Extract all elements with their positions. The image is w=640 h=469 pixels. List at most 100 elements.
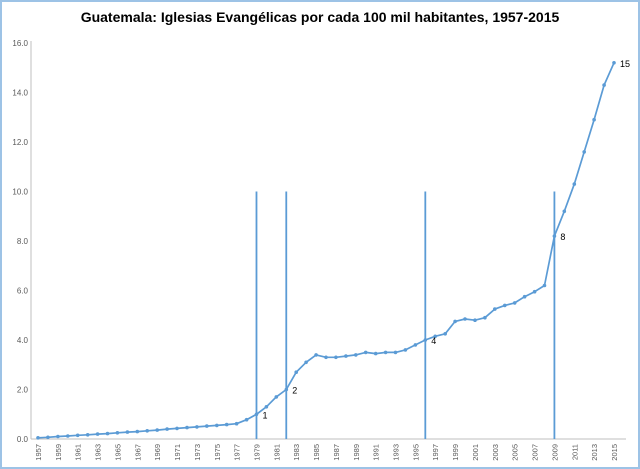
data-point bbox=[602, 83, 606, 87]
x-tick-label: 2011 bbox=[570, 444, 579, 460]
data-point bbox=[582, 150, 586, 154]
y-tick-label: 14.0 bbox=[12, 89, 28, 98]
data-point bbox=[572, 182, 577, 186]
point-label: 1 bbox=[262, 410, 267, 420]
data-point bbox=[244, 417, 249, 422]
series-line bbox=[37, 61, 615, 439]
x-tick-label: 1993 bbox=[392, 444, 401, 461]
data-point bbox=[314, 353, 318, 357]
point-label: 4 bbox=[431, 336, 436, 346]
data-point bbox=[215, 423, 219, 428]
data-point bbox=[175, 426, 179, 431]
data-point bbox=[612, 61, 616, 65]
data-point bbox=[363, 350, 368, 355]
x-tick-label: 1979 bbox=[252, 444, 261, 461]
data-point bbox=[264, 405, 269, 409]
data-point bbox=[66, 434, 70, 438]
x-tick-label: 1975 bbox=[213, 444, 222, 461]
x-tick-label: 1983 bbox=[292, 444, 301, 461]
x-tick-label: 1999 bbox=[451, 444, 460, 461]
x-tick-label: 2015 bbox=[610, 444, 619, 461]
y-tick-label: 2.0 bbox=[17, 386, 29, 395]
data-point bbox=[344, 354, 348, 358]
data-point bbox=[185, 425, 189, 430]
data-point bbox=[423, 338, 428, 342]
x-tick-label: 1957 bbox=[34, 444, 43, 461]
x-tick-label: 1997 bbox=[431, 444, 440, 461]
x-tick-label: 2013 bbox=[590, 444, 599, 461]
data-point bbox=[383, 350, 388, 355]
x-tick-label: 1971 bbox=[173, 444, 182, 461]
x-tick-label: 1987 bbox=[332, 444, 341, 461]
data-point bbox=[115, 431, 120, 435]
x-tick-label: 1965 bbox=[113, 444, 122, 461]
data-point bbox=[56, 434, 60, 439]
data-point bbox=[205, 424, 209, 428]
data-point bbox=[254, 412, 259, 417]
data-point bbox=[135, 429, 140, 434]
data-point bbox=[473, 318, 477, 323]
data-point bbox=[36, 436, 40, 440]
x-tick-label: 2001 bbox=[471, 444, 480, 461]
data-point bbox=[483, 315, 487, 320]
y-tick-label: 4.0 bbox=[17, 336, 29, 345]
data-point bbox=[284, 387, 289, 392]
x-tick-label: 1995 bbox=[411, 444, 420, 461]
data-point bbox=[403, 348, 408, 352]
data-point bbox=[413, 343, 418, 347]
data-point bbox=[195, 425, 199, 429]
y-tick-label: 16.0 bbox=[12, 39, 28, 48]
data-point bbox=[592, 117, 596, 122]
data-point bbox=[95, 432, 100, 436]
point-label: 8 bbox=[560, 232, 565, 242]
data-point bbox=[463, 317, 467, 321]
y-tick-label: 10.0 bbox=[12, 188, 28, 197]
x-tick-label: 1981 bbox=[272, 444, 281, 461]
data-point bbox=[155, 428, 159, 432]
x-tick-label: 1977 bbox=[233, 444, 242, 461]
data-point bbox=[224, 422, 229, 427]
data-point bbox=[453, 319, 457, 324]
data-point bbox=[274, 395, 279, 399]
y-tick-label: 0.0 bbox=[17, 435, 29, 444]
data-point bbox=[373, 351, 378, 356]
x-tick-label: 2009 bbox=[550, 444, 559, 461]
x-tick-label: 1973 bbox=[193, 444, 202, 461]
data-point bbox=[443, 332, 448, 336]
data-point bbox=[393, 350, 398, 355]
x-tick-label: 1989 bbox=[352, 444, 361, 461]
x-tick-label: 1969 bbox=[153, 444, 162, 461]
data-point bbox=[75, 433, 80, 438]
data-point bbox=[85, 433, 90, 437]
x-tick-label: 2007 bbox=[531, 444, 540, 461]
data-point bbox=[304, 360, 308, 365]
x-tick-label: 1985 bbox=[312, 444, 321, 461]
x-tick-label: 1959 bbox=[54, 444, 63, 461]
data-point bbox=[125, 430, 130, 434]
x-tick-label: 1967 bbox=[133, 444, 142, 461]
data-point bbox=[234, 421, 239, 426]
x-tick-label: 1991 bbox=[372, 444, 381, 461]
data-point bbox=[522, 294, 527, 299]
data-point bbox=[552, 234, 557, 238]
x-tick-label: 1963 bbox=[94, 444, 103, 461]
data-point bbox=[542, 283, 547, 288]
point-label: 2 bbox=[292, 386, 297, 396]
data-point bbox=[145, 429, 149, 433]
x-tick-label: 2003 bbox=[491, 444, 500, 461]
x-tick-label: 2005 bbox=[511, 444, 520, 461]
data-point bbox=[433, 334, 438, 339]
y-tick-label: 8.0 bbox=[17, 237, 29, 246]
data-point bbox=[324, 355, 328, 360]
data-point bbox=[493, 307, 497, 311]
data-point bbox=[105, 431, 110, 436]
data-point bbox=[334, 355, 338, 360]
data-point bbox=[354, 353, 358, 357]
data-point bbox=[165, 427, 169, 431]
y-tick-label: 6.0 bbox=[17, 287, 29, 296]
data-point bbox=[512, 301, 517, 305]
x-tick-label: 1961 bbox=[74, 444, 83, 461]
data-point bbox=[532, 289, 537, 294]
